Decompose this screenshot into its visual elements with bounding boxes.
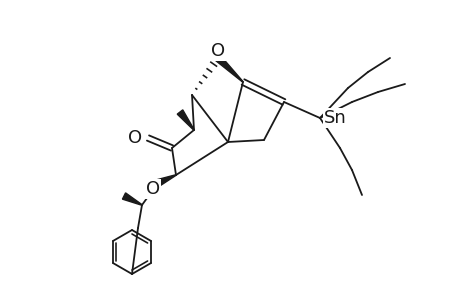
Text: O: O [146,180,160,198]
Text: O: O [128,129,142,147]
Text: O: O [211,42,224,60]
Text: Sn: Sn [323,109,346,127]
Polygon shape [156,175,176,186]
Polygon shape [215,56,243,82]
Polygon shape [122,193,142,205]
Polygon shape [177,110,194,130]
